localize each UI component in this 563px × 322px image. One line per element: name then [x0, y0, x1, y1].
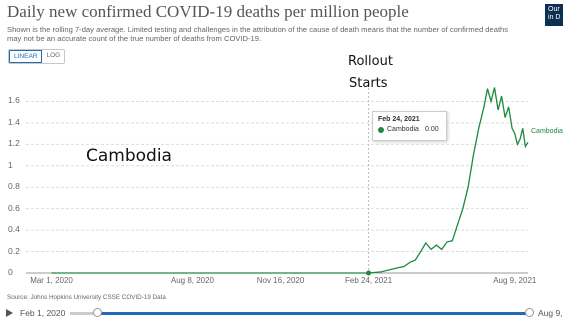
- hover-tooltip: Feb 24, 2021 Cambodia 0.00: [372, 111, 447, 141]
- tooltip-series-name: Cambodia: [387, 126, 419, 133]
- timeline-end-label: Aug 9,: [538, 308, 563, 318]
- tooltip-date: Feb 24, 2021: [378, 116, 420, 123]
- source-note[interactable]: Source: Johns Hopkins University CSSE CO…: [7, 294, 166, 301]
- timeline-start-label: Feb 1, 2020: [20, 308, 66, 318]
- series-line-cambodia: [51, 87, 529, 274]
- logo-line-2: in D: [548, 14, 561, 21]
- country-annotation: Cambodia: [86, 146, 172, 166]
- series-end-label[interactable]: Cambodia: [531, 128, 563, 135]
- y-tick-label: 0.4: [8, 224, 20, 235]
- x-tick-label: Aug 9, 2021: [493, 276, 537, 285]
- rollout-annotation-line2: Starts: [349, 76, 388, 91]
- timeline-end-handle[interactable]: [525, 308, 534, 317]
- rollout-annotation-line1: Rollout: [348, 54, 393, 69]
- tooltip-series-dot: [378, 127, 384, 133]
- timeline-track-inactive: [70, 312, 97, 315]
- timeline-track-active[interactable]: [97, 312, 530, 315]
- logo-line-1: Our: [548, 6, 560, 13]
- linear-scale-button[interactable]: LINEAR: [9, 50, 43, 63]
- x-tick-label: Feb 24, 2021: [345, 276, 393, 285]
- y-tick-label: 1.2: [8, 138, 20, 149]
- log-scale-button[interactable]: LOG: [46, 52, 61, 59]
- owid-logo[interactable]: Our in D: [545, 4, 563, 26]
- scale-toggle: LINEAR LOG: [8, 49, 66, 64]
- tooltip-value: 0.00: [425, 126, 439, 133]
- hover-point-marker: [366, 270, 372, 276]
- x-tick-label: Aug 8, 2020: [170, 276, 215, 285]
- y-tick-label: 0.2: [8, 245, 20, 256]
- chart-title: Daily new confirmed COVID-19 deaths per …: [7, 2, 409, 21]
- play-icon[interactable]: [6, 309, 13, 317]
- y-tick-label: 0.6: [8, 202, 20, 213]
- timeline-start-handle[interactable]: [93, 308, 102, 317]
- y-tick-label: 1: [8, 159, 13, 170]
- y-tick-label: 0.8: [8, 181, 20, 192]
- y-tick-label: 1.4: [8, 116, 20, 127]
- x-tick-label: Nov 16, 2020: [256, 276, 305, 285]
- timeline-slider: Feb 1, 2020 Aug 9,: [0, 305, 563, 322]
- x-tick-label: Mar 1, 2020: [30, 276, 73, 285]
- y-tick-label: 1.6: [8, 95, 20, 106]
- chart-subtitle: Shown is the rolling 7-day average. Limi…: [7, 25, 509, 43]
- y-tick-label: 0: [8, 267, 13, 277]
